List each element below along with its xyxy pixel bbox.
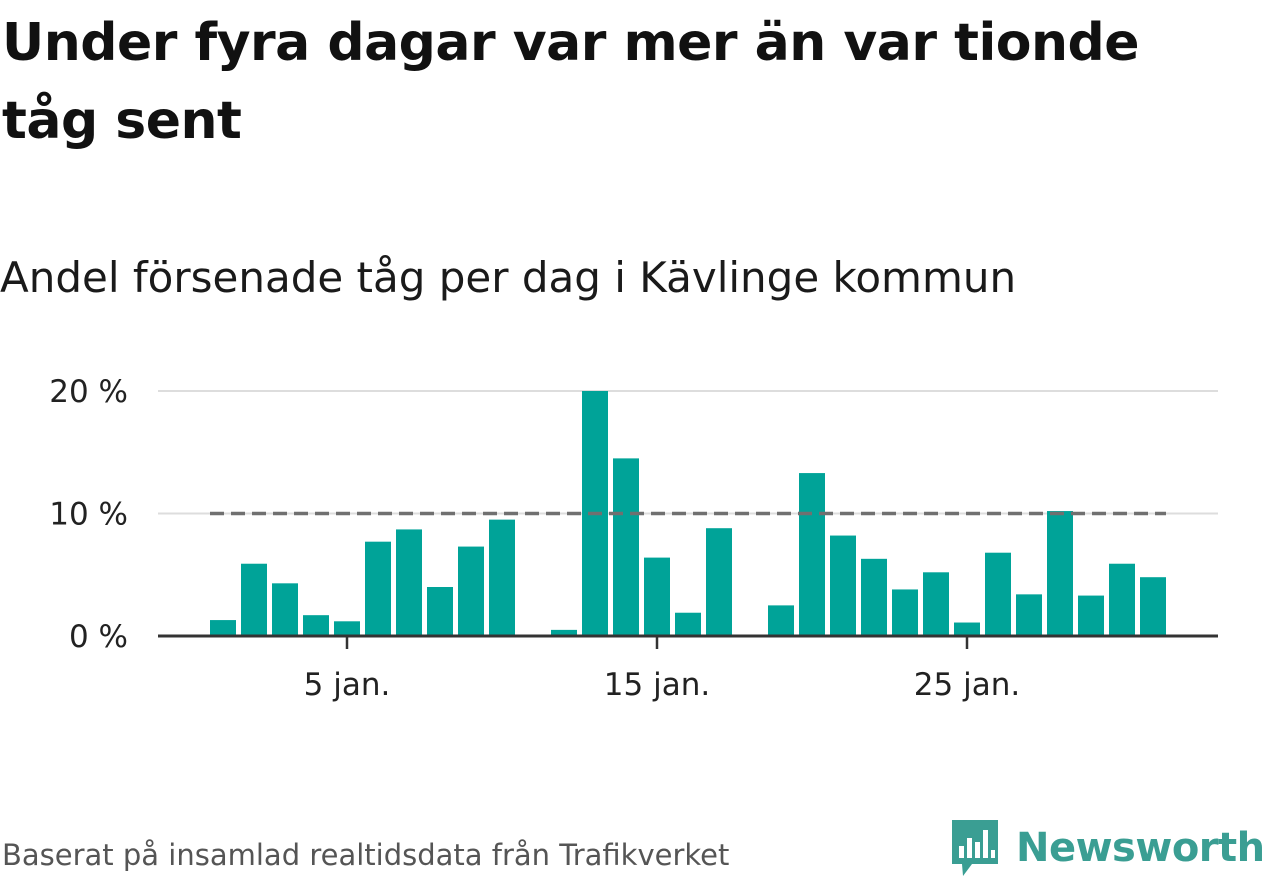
bar: [427, 587, 453, 636]
bar: [1047, 511, 1073, 636]
bar: [644, 557, 670, 636]
bar: [954, 622, 980, 636]
brand-logo[interactable]: Newsworthy: [950, 818, 1262, 878]
bar: [458, 546, 484, 636]
bar: [768, 605, 794, 636]
bar: [923, 572, 949, 636]
grid-layer: [158, 390, 1218, 515]
bar: [272, 583, 298, 636]
bar: [489, 519, 515, 636]
bar: [830, 535, 856, 636]
x-tick-label: 25 jan.: [914, 667, 1020, 703]
bar: [241, 563, 267, 636]
bar: [985, 552, 1011, 636]
axis-layer: [158, 634, 1218, 649]
y-tick-label: 0 %: [69, 619, 128, 655]
x-tick-label: 5 jan.: [304, 667, 391, 703]
source-note: Baserat på insamlad realtidsdata från Tr…: [2, 838, 730, 872]
bar: [799, 473, 825, 636]
bar: [365, 541, 391, 636]
bar: [1109, 563, 1135, 636]
bar: [1016, 594, 1042, 636]
bar: [706, 528, 732, 636]
bar: [892, 589, 918, 636]
x-tick-label: 15 jan.: [604, 667, 710, 703]
bar: [551, 629, 577, 636]
chart-subtitle: Andel försenade tåg per dag i Kävlinge k…: [0, 253, 1017, 302]
bar: [613, 458, 639, 636]
bar: [1078, 595, 1104, 636]
bar: [1140, 577, 1166, 636]
bar-layer: [210, 391, 1166, 636]
bar: [210, 620, 236, 636]
y-tick-label: 10 %: [49, 497, 128, 533]
bar: [396, 529, 422, 636]
bar: [303, 615, 329, 636]
bar-chart: 0 % 10 % 20 % 5 jan. 15 jan. 25 jan.: [49, 374, 1218, 703]
chart-title: Under fyra dagar var mer än var tionde t…: [2, 13, 1140, 151]
brand-name: Newsworthy: [1016, 825, 1262, 871]
y-tick-label: 20 %: [49, 374, 128, 410]
bar: [675, 612, 701, 636]
bar-chart-speech-bubble-icon: [952, 820, 998, 876]
tick-label-layer: 0 % 10 % 20 % 5 jan. 15 jan. 25 jan.: [49, 374, 1020, 703]
bar: [861, 558, 887, 636]
bar: [334, 621, 360, 636]
